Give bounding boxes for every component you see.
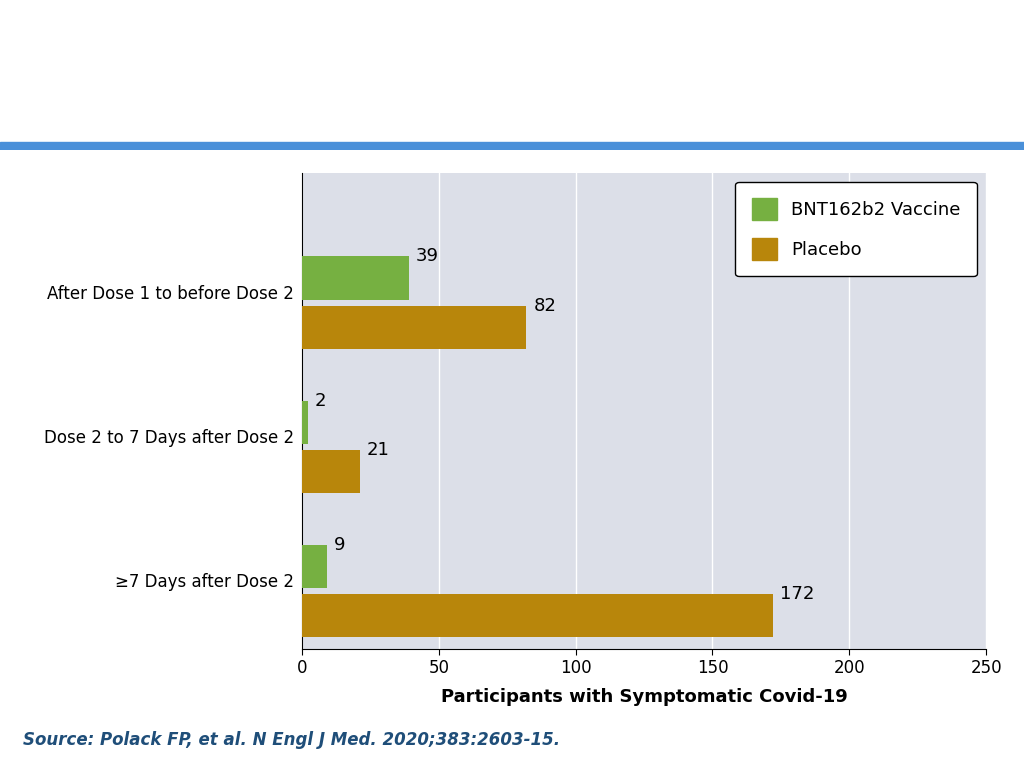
Text: Safety and Efficacy of the BNT162b2 mRNA Covid-19 Vaccine: Safety and Efficacy of the BNT162b2 mRNA… bbox=[23, 27, 1023, 55]
Bar bbox=[302, 306, 526, 349]
Text: Covid-19 During Study, Modified Intention-to-Treat Analysis: Covid-19 During Study, Modified Intentio… bbox=[23, 84, 804, 110]
Bar bbox=[302, 401, 307, 444]
Bar bbox=[302, 594, 773, 637]
Text: Source: Polack FP, et al. N Engl J Med. 2020;383:2603-15.: Source: Polack FP, et al. N Engl J Med. … bbox=[23, 731, 560, 749]
Bar bbox=[302, 545, 327, 588]
Legend: BNT162b2 Vaccine, Placebo: BNT162b2 Vaccine, Placebo bbox=[735, 182, 977, 276]
Text: 9: 9 bbox=[334, 536, 345, 554]
X-axis label: Participants with Symptomatic Covid-19: Participants with Symptomatic Covid-19 bbox=[440, 688, 848, 707]
Text: 2: 2 bbox=[314, 392, 326, 410]
Bar bbox=[302, 450, 359, 493]
Text: 21: 21 bbox=[367, 441, 389, 458]
Text: 82: 82 bbox=[534, 296, 556, 315]
Bar bbox=[302, 257, 409, 300]
Text: 39: 39 bbox=[416, 247, 438, 266]
Bar bbox=[0, 141, 1024, 150]
Text: 172: 172 bbox=[779, 585, 814, 603]
